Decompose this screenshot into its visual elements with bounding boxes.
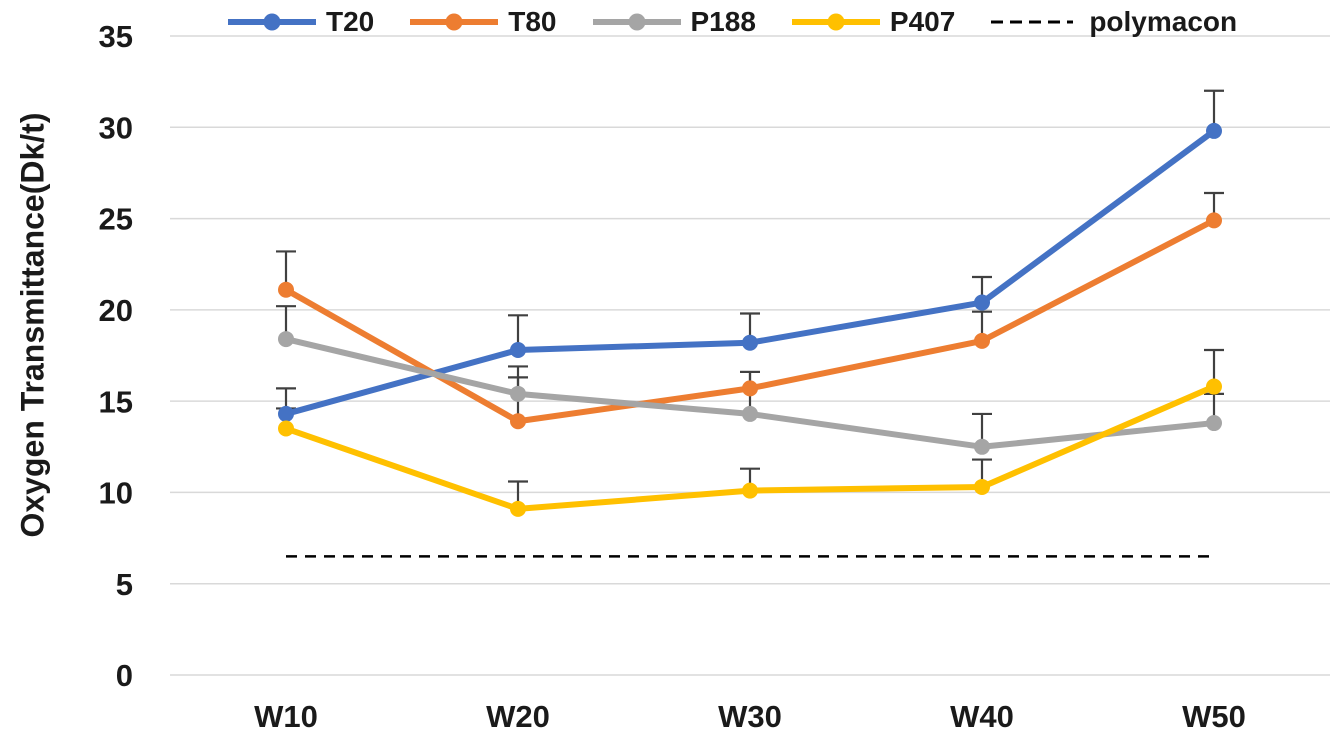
legend-marker-icon: [791, 13, 880, 31]
marker-p188: [1206, 415, 1222, 432]
legend-item-p407: P407: [791, 6, 956, 37]
marker-t80: [278, 281, 294, 298]
legend-marker-icon: [410, 13, 499, 31]
y-tick-label: 15: [99, 384, 133, 419]
marker-t20: [974, 294, 990, 311]
legend-marker-icon: [228, 13, 316, 31]
legend-label: T20: [326, 6, 375, 37]
legend-marker-icon: [592, 13, 681, 31]
marker-t20: [510, 342, 526, 359]
x-tick-label: W50: [1182, 699, 1246, 734]
marker-t80: [742, 380, 758, 397]
y-tick-label: 10: [99, 476, 133, 511]
legend-marker-icon: [991, 20, 1074, 24]
legend-item-p188: P188: [592, 6, 756, 37]
y-tick-label: 0: [116, 658, 133, 693]
marker-t80: [974, 332, 990, 349]
y-axis-title: Oxygen Transmittance(Dk/t): [14, 112, 51, 538]
legend-item-t80: T80: [410, 6, 557, 37]
y-tick-label: 5: [116, 567, 133, 602]
marker-p188: [742, 405, 758, 422]
x-tick-label: W10: [254, 699, 318, 734]
marker-t80: [510, 413, 526, 430]
marker-t20: [1206, 122, 1222, 139]
marker-p188: [974, 438, 990, 455]
marker-t80: [1206, 212, 1222, 229]
legend-label: P188: [690, 6, 756, 37]
y-tick-label: 35: [99, 19, 133, 54]
marker-p407: [278, 420, 294, 437]
legend-item-t20: T20: [228, 8, 374, 36]
legend-item-polymacon: polymacon: [991, 8, 1237, 36]
marker-p407: [974, 478, 990, 495]
x-tick-label: W40: [950, 699, 1014, 734]
marker-p407: [742, 482, 758, 499]
marker-t20: [742, 334, 758, 351]
marker-p188: [510, 385, 526, 402]
legend: T20 T80 P188 P407 polymacon: [228, 2, 1237, 42]
marker-p407: [1206, 378, 1222, 395]
y-tick-label: 25: [99, 202, 133, 237]
legend-label: P407: [889, 6, 956, 37]
marker-p407: [510, 500, 526, 517]
x-tick-label: W20: [486, 699, 550, 734]
marker-t20: [278, 405, 294, 422]
marker-p188: [278, 331, 294, 348]
y-tick-label: 30: [99, 110, 133, 145]
y-tick-label: 20: [99, 293, 133, 328]
x-tick-label: W30: [718, 699, 782, 734]
legend-label: polymacon: [1089, 6, 1238, 37]
legend-label: T80: [508, 6, 557, 37]
